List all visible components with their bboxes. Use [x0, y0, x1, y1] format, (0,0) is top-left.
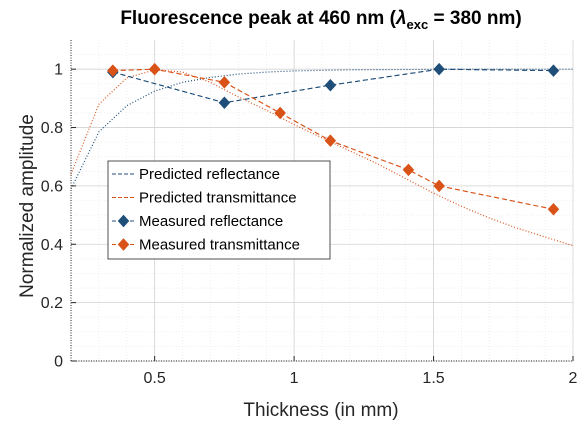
series-line	[112, 68, 554, 210]
title-suffix: = 380 nm)	[428, 8, 521, 29]
data-point-marker	[433, 62, 445, 76]
x-tick-label: 1.5	[422, 370, 444, 387]
x-tick-label: 2	[569, 370, 578, 387]
data-point-marker	[106, 64, 119, 78]
legend-entry-label: Predicted transmittance	[139, 190, 297, 207]
x-tick-labels: 0.5 1 1.5 2	[144, 370, 578, 387]
x-tick-label: 1	[290, 370, 299, 387]
y-tick-label: 0.8	[41, 120, 63, 137]
y-tick-label: 0.4	[41, 237, 63, 254]
legend-entry-label: Measured reflectance	[139, 213, 283, 230]
data-point-marker	[547, 64, 560, 78]
data-point-marker	[117, 238, 130, 251]
data-point-marker	[218, 96, 231, 110]
legend-box	[107, 160, 331, 260]
data-point-marker	[148, 62, 161, 76]
y-tick-labels: 0 0.2 0.4 0.6 0.8 1	[41, 62, 63, 371]
data-point-marker	[402, 163, 415, 177]
data-point-marker	[547, 202, 560, 216]
data-point-marker	[324, 78, 337, 92]
title-lambda: λ	[395, 8, 407, 29]
data-point-marker	[218, 75, 231, 89]
data-point-marker	[324, 134, 337, 148]
legend-entry-label: Measured transmittance	[139, 237, 300, 254]
axes	[70, 40, 574, 362]
fit-curve	[70, 69, 574, 247]
series-lines	[112, 68, 554, 210]
title-prefix: Fluorescence peak at 460 nm (	[120, 8, 396, 29]
legend-entry-label: Predicted reflectance	[139, 166, 280, 183]
series-line	[112, 68, 554, 104]
legend: Predicted reflectance Predicted transmitt…	[107, 160, 331, 260]
chart-title: Fluorescence peak at 460 nm (λexc = 380 …	[120, 8, 521, 32]
data-point-marker	[433, 179, 445, 193]
data-point-marker	[117, 214, 130, 228]
markers	[106, 62, 560, 216]
y-tick-label: 1	[54, 62, 63, 79]
x-axis-label: Thickness (in mm)	[243, 400, 398, 421]
data-point-marker	[274, 106, 287, 120]
y-tick-label: 0.6	[41, 178, 63, 195]
title-subscript: exc	[407, 17, 429, 32]
x-tick-label: 0.5	[144, 370, 166, 387]
y-tick-label: 0	[54, 354, 63, 371]
y-tick-label: 0.2	[41, 295, 63, 312]
y-axis-label: Normalized amplitude	[17, 114, 38, 298]
